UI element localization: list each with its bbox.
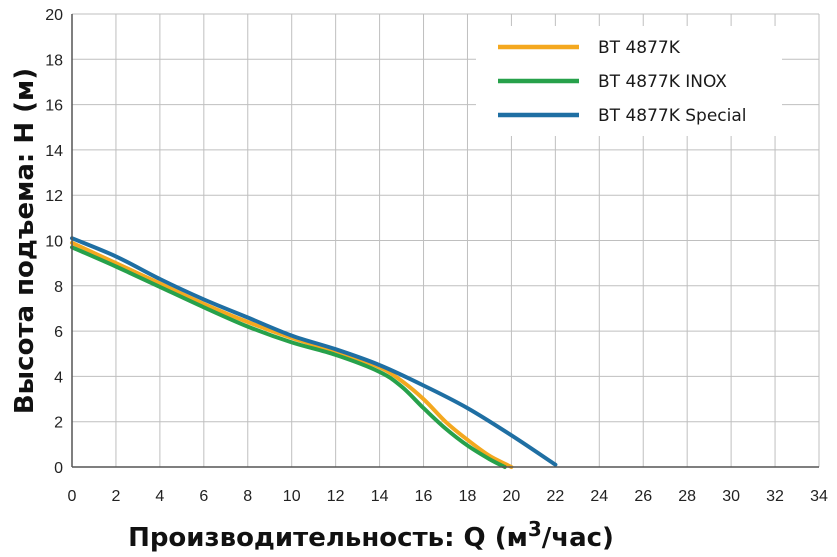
x-tick-label: 10 [283,488,301,505]
x-tick-label: 20 [503,488,521,505]
tick-labels: 0 2 4 6 8 10 12 14 16 18 20 22 24 26 28 30 32 34024681012… [45,7,828,505]
x-tick-label: 18 [459,488,477,505]
y-tick-label: 0 [54,460,63,477]
y-tick-label: 20 [45,7,63,24]
legend-label-1: BT 4877K [598,38,681,58]
legend-label-3: BT 4877K Special [598,106,747,126]
legend: BT 4877K BT 4877K INOX BT 4877K Special [498,38,747,126]
y-tick-label: 4 [54,369,63,386]
x-tick-label: 8 [243,488,252,505]
x-tick-label: 32 [766,488,784,505]
x-tick-label: 22 [546,488,564,505]
x-tick-label: 12 [327,488,345,505]
series-line-3 [70,236,558,467]
x-tick-label: 26 [634,488,652,505]
legend-label-2: BT 4877K INOX [598,72,727,92]
x-tick-label: 34 [810,488,828,505]
series-line-2 [70,245,507,469]
series-line-1 [70,240,514,469]
x-tick-label: 0 [68,488,77,505]
x-axis-title-main: Производительность: Q (м [128,523,528,553]
axes [71,14,819,468]
x-tick-label: 30 [722,488,740,505]
x-axis-title-sup: 3 [528,517,542,541]
y-axis-title: Высота подъема: H (м) [10,68,40,414]
x-tick-label: 2 [111,488,120,505]
x-axis-title-end: /час) [542,523,614,553]
x-tick-label: 6 [199,488,208,505]
y-tick-label: 8 [54,279,63,296]
x-tick-label: 24 [590,488,608,505]
x-tick-label: 14 [371,488,389,505]
y-tick-label: 2 [54,415,63,432]
series-layer [70,236,558,469]
y-tick-label: 18 [45,52,63,69]
x-tick-label: 4 [155,488,164,505]
x-axis-title: Производительность: Q (м3/час) [128,517,614,553]
y-tick-label: 10 [45,234,63,251]
x-tick-label: 16 [415,488,433,505]
y-tick-label: 14 [45,143,63,160]
y-tick-label: 16 [45,98,63,115]
y-tick-label: 12 [45,188,63,205]
y-tick-label: 6 [54,324,63,341]
x-tick-label: 28 [678,488,696,505]
